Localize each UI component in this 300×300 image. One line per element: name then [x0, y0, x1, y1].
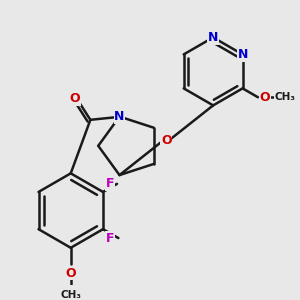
Text: N: N: [114, 110, 125, 123]
Text: N: N: [208, 31, 218, 44]
Text: N: N: [237, 48, 248, 61]
Text: F: F: [106, 177, 114, 190]
Text: CH₃: CH₃: [60, 290, 81, 300]
Text: O: O: [65, 266, 76, 280]
Text: F: F: [106, 232, 115, 244]
Text: O: O: [70, 92, 80, 105]
Text: O: O: [260, 91, 270, 104]
Text: CH₃: CH₃: [274, 92, 296, 102]
Text: O: O: [161, 134, 172, 147]
